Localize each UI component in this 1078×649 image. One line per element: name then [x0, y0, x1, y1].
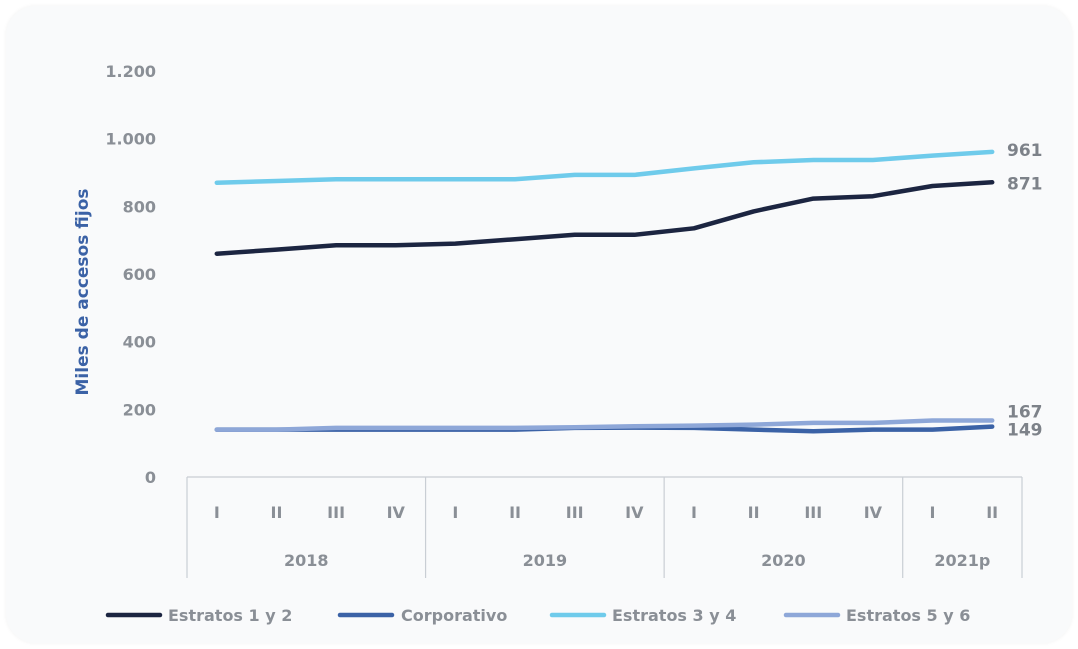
- x-tick-label: II: [986, 503, 998, 522]
- x-tick-label: IV: [625, 503, 644, 522]
- x-tick-label: I: [452, 503, 458, 522]
- series-lines: [214, 149, 995, 434]
- x-tick-label: IV: [864, 503, 883, 522]
- x-tick-label: I: [691, 503, 697, 522]
- y-tick-label: 600: [123, 265, 156, 284]
- legend-item: Estratos 3 y 4: [549, 606, 736, 625]
- year-label: 2021p: [934, 551, 990, 570]
- end-value-label: 871: [1007, 174, 1043, 194]
- x-tick-label: II: [509, 503, 521, 522]
- x-tick-label: III: [804, 503, 822, 522]
- y-ticks: 0 200 400 600 800 1.000 1.200: [105, 62, 156, 487]
- legend-item: Corporativo: [337, 606, 507, 625]
- x-tick-label: II: [271, 503, 283, 522]
- y-tick-label: 0: [145, 468, 156, 487]
- y-tick-label: 1.200: [105, 62, 156, 81]
- x-tick-label: IV: [387, 503, 406, 522]
- x-tick-label: III: [566, 503, 584, 522]
- legend-label: Estratos 3 y 4: [612, 606, 736, 625]
- y-tick-label: 800: [123, 197, 156, 216]
- y-tick-label: 1.000: [105, 130, 156, 149]
- end-labels: 871 149 961 167: [1007, 141, 1043, 441]
- legend-label: Estratos 5 y 6: [846, 606, 970, 625]
- x-tick-label: II: [748, 503, 760, 522]
- legend-label: Estratos 1 y 2: [168, 606, 292, 625]
- x-tick-label: III: [327, 503, 345, 522]
- chart-card: [6, 6, 1072, 643]
- year-label: 2020: [761, 551, 806, 570]
- series-line-2: [214, 149, 995, 185]
- y-axis-label-group: Miles de accesos fijos: [73, 189, 93, 396]
- y-tick-label: 400: [123, 333, 156, 352]
- y-axis-label: Miles de accesos fijos: [73, 189, 93, 396]
- legend-item: Estratos 5 y 6: [783, 606, 970, 625]
- year-label: 2018: [284, 551, 329, 570]
- legend: Estratos 1 y 2 Corporativo Estratos 3 y 4 E…: [105, 606, 970, 625]
- x-tick-label: I: [930, 503, 936, 522]
- year-label: 2019: [523, 551, 568, 570]
- series-line-3: [214, 418, 995, 432]
- y-tick-label: 200: [123, 400, 156, 419]
- series-line-0: [214, 180, 995, 256]
- end-value-label: 167: [1007, 402, 1043, 422]
- x-tick-label: I: [214, 503, 220, 522]
- legend-label: Corporativo: [401, 606, 507, 625]
- legend-item: Estratos 1 y 2: [105, 606, 292, 625]
- end-value-label: 961: [1007, 141, 1043, 161]
- end-value-label: 149: [1007, 421, 1043, 441]
